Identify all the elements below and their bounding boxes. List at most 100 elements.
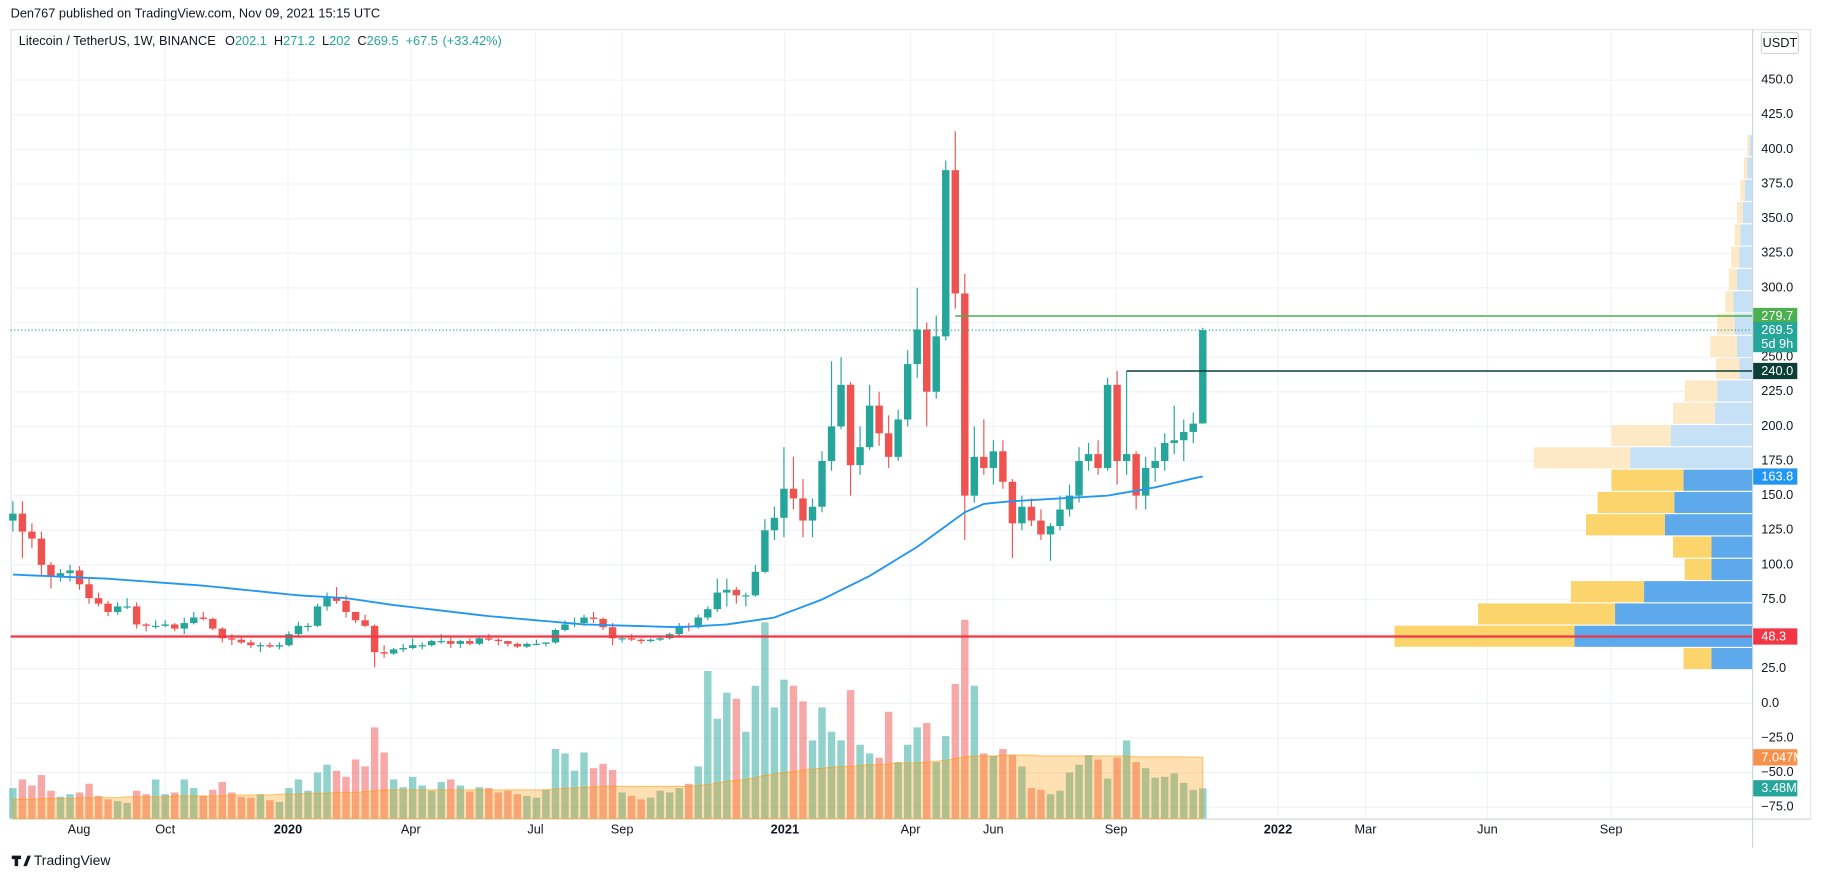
candle-body <box>1084 454 1093 462</box>
volume-bar <box>199 795 207 819</box>
x-tick-label: Apr <box>901 821 922 836</box>
volume-bar <box>228 792 236 819</box>
price-badge-label: 48.3 <box>1761 628 1786 643</box>
candle-body <box>1132 454 1140 496</box>
candle-body <box>199 617 207 619</box>
legend-key: O <box>225 33 235 48</box>
candle-body <box>494 639 503 642</box>
volume-bar <box>1151 777 1159 819</box>
volume-bar <box>47 790 55 819</box>
candle-body <box>466 641 474 644</box>
volume-bar <box>323 764 331 819</box>
legend-key: H <box>274 33 283 48</box>
brand-logo: TradingView <box>11 852 111 868</box>
candle-body <box>132 606 141 625</box>
volume-bar <box>751 685 760 819</box>
candle-body <box>723 589 731 593</box>
legend-title: Litecoin / TetherUS, 1W, BINANCE <box>19 33 216 48</box>
candle-body <box>875 405 883 434</box>
candle-body <box>209 618 217 629</box>
candle-body <box>1075 461 1083 496</box>
volume-bar <box>113 801 122 819</box>
volume-bar <box>408 776 417 819</box>
volume-bar <box>894 762 902 819</box>
legend-change-pct: (+33.42%) <box>443 33 502 48</box>
candle-body <box>970 456 979 496</box>
candle-body <box>713 592 722 610</box>
candle-body <box>275 645 284 647</box>
candle-body <box>1189 423 1197 432</box>
publisher: Den767 published on TradingView.com, Nov… <box>11 5 381 20</box>
candle-body <box>637 639 645 642</box>
profile-up <box>1749 135 1753 157</box>
candle-body <box>351 611 360 621</box>
volume-bar <box>1180 782 1188 819</box>
profile-down <box>1533 447 1631 469</box>
logo-icon <box>11 855 31 867</box>
candle-body <box>256 645 265 647</box>
price-badge <box>1753 362 1798 380</box>
candle-body <box>294 625 303 635</box>
candle-body <box>646 639 655 642</box>
volume-bar <box>94 795 103 819</box>
candle-body <box>456 641 464 644</box>
candle-body <box>589 617 598 619</box>
volume-bar <box>580 752 588 819</box>
y-tick-label: −75.0 <box>1761 799 1793 814</box>
volume-bar <box>551 749 560 819</box>
candle-body <box>389 649 398 654</box>
candle-body <box>418 645 426 647</box>
volume-bar <box>561 753 569 819</box>
profile-up <box>1742 202 1753 224</box>
profile-down <box>1731 246 1740 268</box>
volume-bar <box>428 790 436 819</box>
volume-bar <box>85 783 93 819</box>
candle-body <box>190 617 198 624</box>
volume-bar <box>123 802 131 819</box>
volume-badge-label: 7.047M <box>1761 749 1804 764</box>
profile-up <box>1711 648 1753 670</box>
profile-down <box>1734 224 1741 246</box>
price-badge <box>1753 468 1798 485</box>
candle-body <box>599 618 607 628</box>
profile-up <box>1717 380 1753 402</box>
candle-body <box>28 531 36 539</box>
legend-value: 269.5 <box>367 33 399 48</box>
profile-up <box>1683 469 1753 491</box>
profile-down <box>1740 179 1746 201</box>
volume-bar <box>1065 772 1074 819</box>
volume-bar <box>151 779 160 819</box>
candle-body <box>542 642 550 644</box>
candles <box>9 131 1207 668</box>
candle-body <box>1037 520 1045 535</box>
volume-bar <box>447 779 455 819</box>
candle-body <box>1160 443 1169 462</box>
volume-bar <box>37 775 46 819</box>
candle-body <box>789 488 798 499</box>
candle-body <box>999 451 1007 482</box>
volume-bar <box>570 770 579 819</box>
volume-bar <box>75 792 84 819</box>
candle-body <box>323 598 331 607</box>
candle-body <box>846 384 855 466</box>
profile-up <box>1711 536 1753 558</box>
candle-body <box>180 623 188 629</box>
legend-key: L <box>322 33 329 48</box>
volume-badge <box>1753 780 1798 797</box>
candle-body <box>151 625 160 627</box>
candle-body <box>732 589 741 596</box>
price-badge <box>1753 628 1798 645</box>
profile-down <box>1725 291 1734 313</box>
volume-bar <box>808 740 817 819</box>
x-tick-label: Aug <box>68 821 91 836</box>
volume <box>9 619 1207 820</box>
candle-body <box>47 564 55 576</box>
volume-bar <box>627 795 636 819</box>
y-tick-label: 0.0 <box>1761 695 1779 710</box>
candle-body <box>313 606 322 626</box>
price-badge <box>1753 307 1798 325</box>
price-badge-sub: 5d 9h <box>1761 336 1793 351</box>
candle-body <box>380 652 388 654</box>
candle-body <box>856 447 864 466</box>
